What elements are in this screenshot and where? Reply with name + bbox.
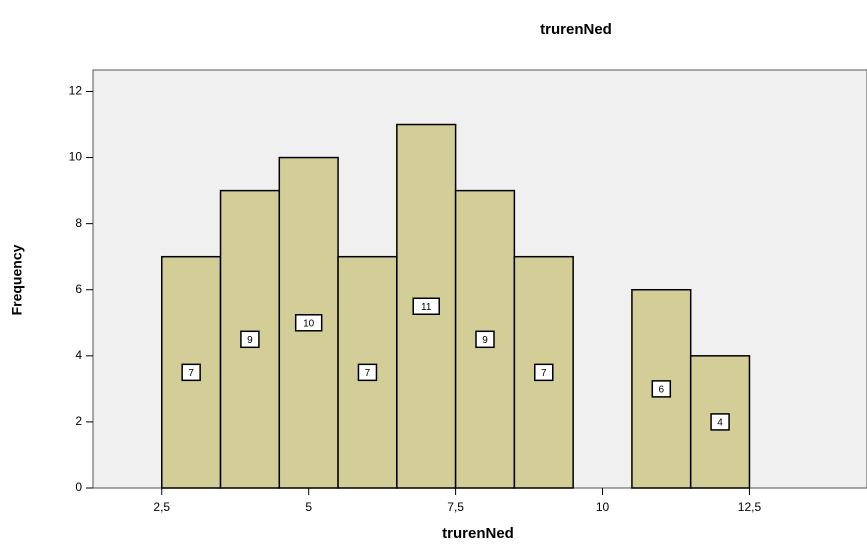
data-label-box bbox=[240, 330, 260, 349]
data-label: 11 bbox=[421, 302, 432, 313]
data-label: 6 bbox=[659, 385, 665, 396]
data-label-box bbox=[534, 363, 554, 382]
data-label-box bbox=[357, 363, 378, 382]
y-tick-label: 2 bbox=[75, 414, 82, 428]
x-tick-label: 10 bbox=[596, 500, 610, 514]
chart-title: trurenNed bbox=[540, 21, 612, 38]
data-label: 7 bbox=[365, 368, 371, 379]
x-axis-label: trurenNed bbox=[442, 525, 514, 542]
y-tick-label: 12 bbox=[69, 84, 83, 98]
x-tick-label: 2,5 bbox=[153, 500, 170, 514]
data-label-box bbox=[412, 297, 440, 316]
x-tick-label: 5 bbox=[305, 500, 312, 514]
data-label: 9 bbox=[482, 335, 488, 346]
data-label-box bbox=[651, 380, 672, 398]
data-label-box bbox=[181, 363, 201, 382]
data-label: 9 bbox=[247, 335, 253, 346]
y-tick-label: 10 bbox=[69, 150, 83, 164]
x-tick-label: 12,5 bbox=[738, 500, 762, 514]
data-label: 7 bbox=[188, 368, 194, 379]
data-label: 7 bbox=[541, 368, 547, 379]
data-label-box bbox=[475, 330, 495, 349]
y-tick-label: 6 bbox=[75, 282, 82, 296]
x-tick-label: 7,5 bbox=[447, 500, 464, 514]
data-label-box bbox=[710, 413, 730, 431]
y-tick-label: 8 bbox=[75, 216, 82, 230]
y-tick-label: 4 bbox=[75, 348, 82, 362]
y-axis-label: Frequency bbox=[9, 244, 25, 315]
data-label: 4 bbox=[717, 418, 723, 429]
data-label: 10 bbox=[303, 318, 315, 329]
data-label-box bbox=[294, 314, 323, 332]
y-tick-label: 0 bbox=[75, 480, 82, 494]
